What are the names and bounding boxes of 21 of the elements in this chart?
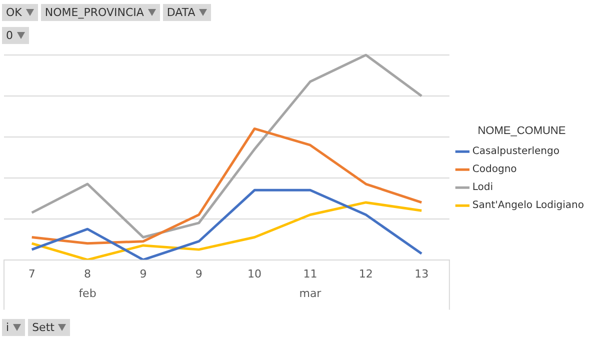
legend-label: Sant'Angelo Lodigiano bbox=[472, 200, 584, 212]
x-tick-label: 7 bbox=[28, 267, 36, 280]
x-tick-label: 9 bbox=[140, 267, 147, 280]
text: i bbox=[6, 320, 10, 335]
text: NOME_PROVINCIA bbox=[44, 5, 144, 20]
x-tick-label: 8 bbox=[84, 267, 92, 280]
legend-title: NOME_COMUNE bbox=[478, 124, 566, 137]
x-tick-label: 13 bbox=[414, 267, 429, 280]
x-tick-label: 9 bbox=[195, 267, 202, 280]
text: Sett bbox=[32, 320, 54, 335]
legend-label: Codogno bbox=[472, 164, 517, 176]
text: 0 bbox=[6, 28, 13, 43]
text: OK bbox=[6, 5, 22, 20]
text: DATA bbox=[166, 5, 196, 20]
x-tick-label: 12 bbox=[358, 267, 373, 280]
legend-label: Casalpusterlengo bbox=[472, 146, 560, 158]
x-tick-label: 10 bbox=[248, 267, 262, 280]
text: mar bbox=[299, 286, 322, 300]
text: feb bbox=[78, 286, 96, 300]
x-tick-label: 11 bbox=[303, 267, 318, 280]
legend-label: Lodi bbox=[472, 182, 494, 194]
